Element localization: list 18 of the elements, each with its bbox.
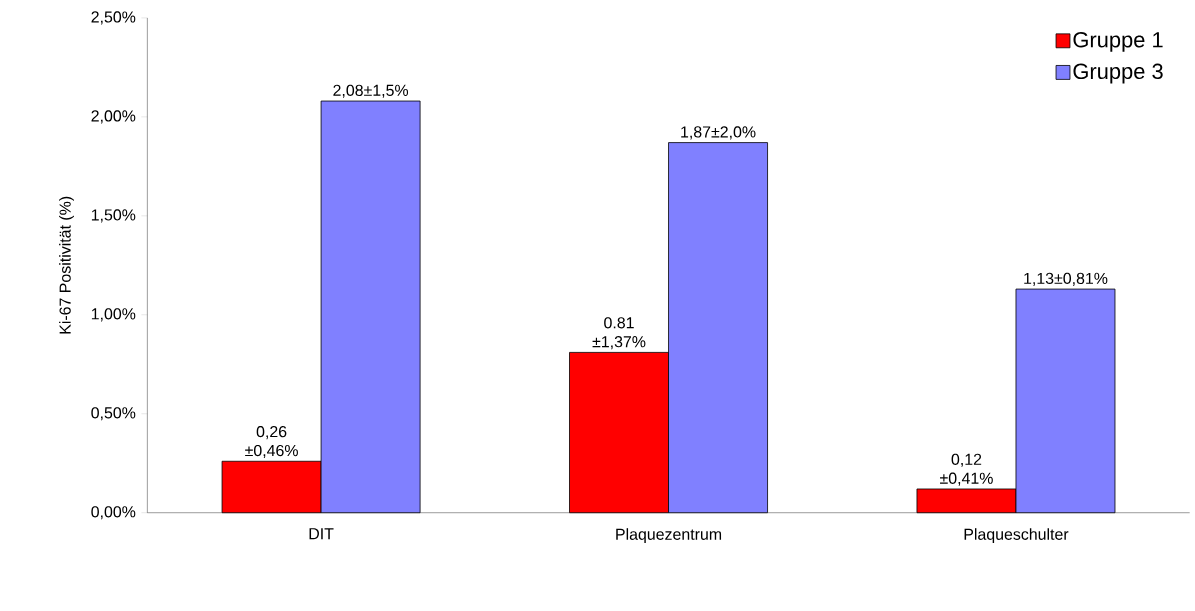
y-tick-label: 0,00% bbox=[91, 506, 136, 520]
x-tick-label: DIT bbox=[309, 528, 334, 539]
data-label: 1,87±2,0% bbox=[681, 126, 756, 140]
legend-label: Gruppe 1 bbox=[1073, 31, 1163, 52]
data-label: 1,13±0,81% bbox=[1024, 272, 1108, 286]
y-axis-title: Ki-67 Positivität (%) bbox=[59, 196, 74, 334]
data-label: 2,08±1,5% bbox=[333, 84, 409, 98]
legend-label: Gruppe 3 bbox=[1073, 63, 1163, 84]
y-tick-label: 1,00% bbox=[91, 308, 136, 322]
x-tick-label: Plaqueschulter bbox=[964, 528, 1069, 543]
data-label: 0.81 ±1,37% bbox=[592, 317, 646, 350]
data-label: 0,26 ±0,46% bbox=[245, 425, 298, 458]
data-label: 0,12 ±0,41% bbox=[940, 453, 993, 486]
y-tick-label: 1,50% bbox=[91, 209, 136, 223]
y-tick-label: 2,50% bbox=[91, 11, 136, 25]
y-tick-label: 0,50% bbox=[91, 407, 136, 421]
y-tick-label: 2,00% bbox=[91, 110, 136, 124]
x-tick-label: Plaquezentrum bbox=[616, 528, 722, 543]
